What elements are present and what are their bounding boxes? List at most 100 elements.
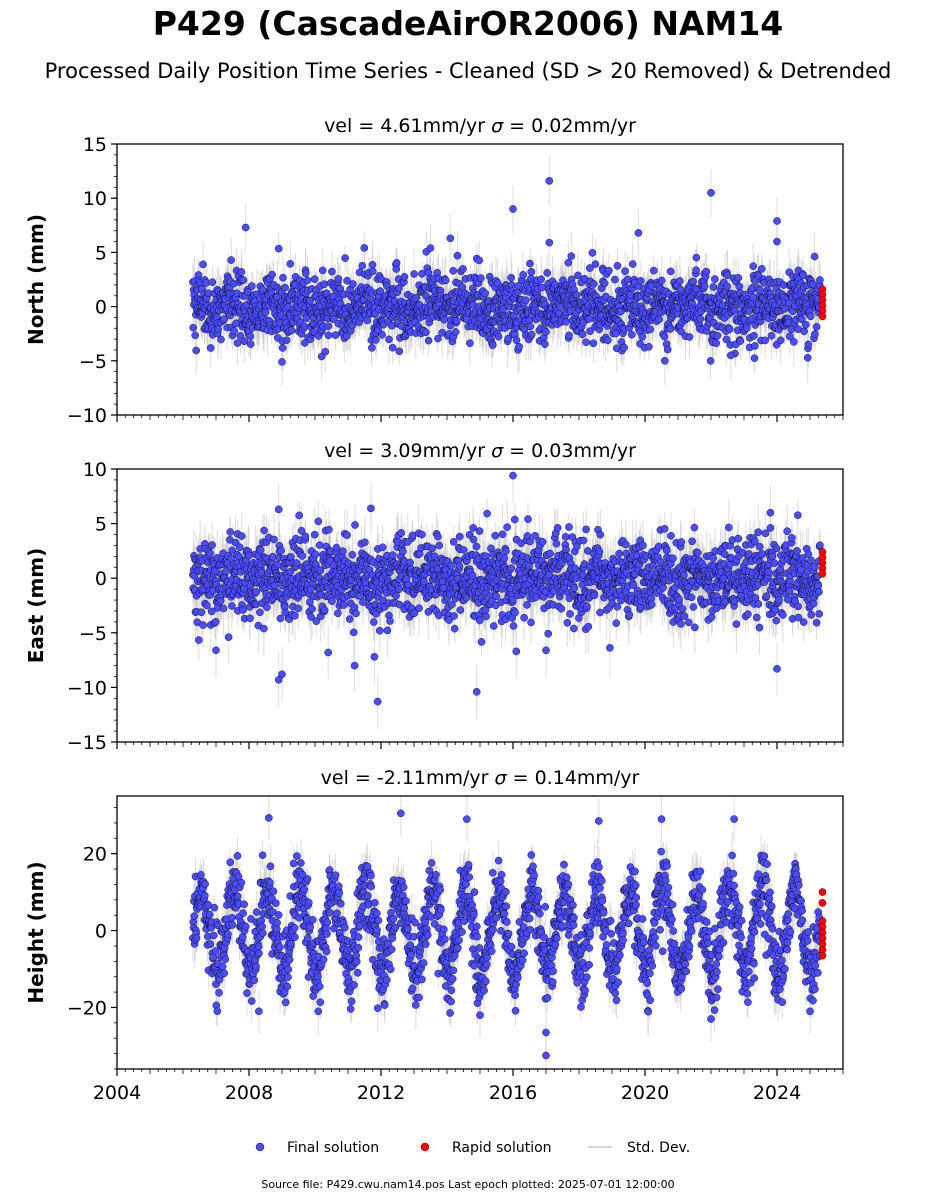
final-solution-point xyxy=(512,336,521,345)
final-solution-point xyxy=(376,287,384,296)
final-solution-point xyxy=(434,334,442,343)
final-solution-point xyxy=(400,273,409,281)
final-solution-point xyxy=(509,205,517,213)
final-solution-point xyxy=(628,260,637,268)
final-solution-point xyxy=(696,315,705,323)
final-solution-point xyxy=(589,339,598,348)
final-solution-point xyxy=(363,316,372,325)
final-solution-point xyxy=(660,332,669,341)
final-solution-point xyxy=(806,312,815,321)
final-solution-point xyxy=(797,315,806,324)
final-solution-point xyxy=(261,308,270,316)
final-solution-point xyxy=(320,280,329,289)
final-solution-point xyxy=(441,276,450,285)
final-solution-point xyxy=(637,277,645,285)
final-solution-point xyxy=(237,268,246,276)
panel-title-velocity: vel = 3.09mm/yr xyxy=(324,440,491,462)
final-solution-point xyxy=(278,344,287,352)
final-solution-point xyxy=(676,277,684,285)
final-solution-point xyxy=(750,331,758,340)
final-solution-point xyxy=(446,234,455,243)
final-solution-point xyxy=(634,229,643,237)
rapid-solution-point xyxy=(818,312,827,321)
final-solution-point xyxy=(452,316,461,325)
final-solution-point xyxy=(743,324,751,332)
y-tick-label: 0 xyxy=(95,297,107,319)
y-tick-label: 15 xyxy=(83,134,107,156)
final-solution-point xyxy=(611,275,619,284)
final-solution-point xyxy=(537,275,546,284)
y-tick-label: −5 xyxy=(79,351,107,373)
final-solution-point xyxy=(803,353,812,362)
final-solution-point xyxy=(449,266,457,275)
final-solution-point xyxy=(214,325,223,334)
final-solution-point xyxy=(800,327,808,336)
final-solution-point xyxy=(578,330,587,339)
final-solution-point xyxy=(246,332,255,341)
final-solution-point xyxy=(324,331,333,340)
final-solution-point xyxy=(666,325,675,333)
final-solution-point xyxy=(655,315,663,324)
final-solution-point xyxy=(220,315,229,324)
final-solution-point xyxy=(723,271,732,280)
final-solution-point xyxy=(621,267,629,276)
panel-title: vel = 3.09mm/yr σ = 0.03mm/yr xyxy=(324,440,636,462)
final-solution-point xyxy=(527,267,536,276)
final-solution-point xyxy=(527,330,536,339)
final-solution-point xyxy=(749,262,758,271)
final-solution-point xyxy=(515,342,523,351)
panel-title-sigma-symbol: σ xyxy=(491,115,504,137)
final-solution-point xyxy=(588,249,597,257)
final-solution-point xyxy=(585,314,594,323)
final-solution-point xyxy=(421,328,430,337)
final-solution-point xyxy=(758,264,766,273)
final-solution-point xyxy=(810,252,819,261)
final-solution-point xyxy=(761,336,769,345)
final-solution-point xyxy=(572,291,581,299)
final-solution-point xyxy=(368,260,377,269)
final-solution-point xyxy=(712,339,721,348)
final-solution-point xyxy=(247,282,256,290)
final-solution-point xyxy=(526,259,534,268)
final-solution-point xyxy=(322,289,331,298)
final-solution-point xyxy=(645,342,653,351)
y-tick-label: −10 xyxy=(67,405,107,427)
final-solution-point xyxy=(310,275,319,284)
final-solution-point xyxy=(707,188,715,197)
final-solution-point xyxy=(646,325,655,334)
final-solution-point xyxy=(661,356,669,365)
panel-title: vel = 4.61mm/yr σ = 0.02mm/yr xyxy=(324,115,636,137)
final-solution-point xyxy=(556,303,565,311)
final-solution-point xyxy=(734,274,743,282)
final-solution-point xyxy=(562,317,570,326)
final-solution-point xyxy=(627,330,636,339)
final-solution-point xyxy=(620,343,628,352)
final-solution-point xyxy=(700,282,709,290)
final-solution-point xyxy=(773,237,781,246)
final-solution-point xyxy=(476,274,485,282)
final-solution-point xyxy=(424,336,433,345)
final-solution-point xyxy=(258,285,267,294)
final-solution-point xyxy=(328,267,336,276)
final-solution-point xyxy=(202,279,210,287)
final-solution-point xyxy=(519,271,527,279)
final-solution-point xyxy=(349,280,357,288)
final-solution-point xyxy=(217,335,225,344)
final-solution-point xyxy=(745,307,754,315)
final-solution-point xyxy=(466,339,474,348)
figure-subtitle: Processed Daily Position Time Series - C… xyxy=(45,59,892,83)
final-solution-point xyxy=(241,223,250,232)
final-solution-point xyxy=(722,335,731,344)
final-solution-point xyxy=(233,339,242,347)
final-solution-point xyxy=(206,344,215,352)
final-solution-point xyxy=(586,327,594,336)
final-solution-point xyxy=(358,261,367,270)
final-solution-point xyxy=(274,244,283,253)
final-solution-point xyxy=(504,334,513,343)
final-solution-point xyxy=(246,340,255,348)
final-solution-point xyxy=(538,283,546,292)
final-solution-point xyxy=(567,252,576,260)
final-solution-point xyxy=(189,323,197,332)
final-solution-point xyxy=(494,332,503,341)
